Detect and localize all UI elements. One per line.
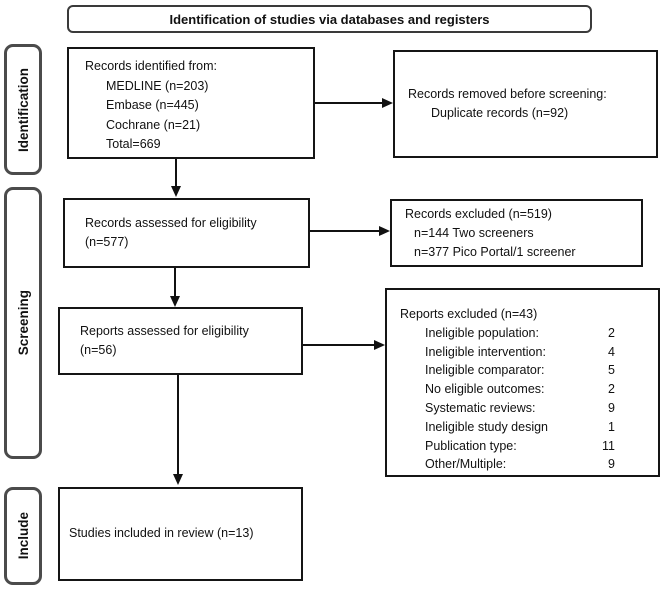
stage-include: Include [4, 487, 42, 585]
exclusion-reason-row: Ineligible population: 2 [425, 324, 615, 343]
records-identified-line: Total=669 [106, 137, 161, 151]
records-identified-line: Cochrane (n=21) [106, 117, 201, 132]
records-assessed-line: (n=577) [85, 235, 129, 249]
stage-screening-label: Screening [15, 290, 31, 356]
diagram-header: Identification of studies via databases … [67, 5, 592, 33]
records-removed-title: Records removed before screening: [408, 86, 607, 101]
box-records-identified: Records identified from: MEDLINE (n=203)… [67, 47, 315, 159]
box-records-removed: Records removed before screening: Duplic… [393, 50, 658, 158]
exclusion-reason-value: 5 [608, 363, 615, 378]
stage-identification-label: Identification [15, 67, 31, 152]
diagram-header-title: Identification of studies via databases … [169, 11, 490, 27]
records-identified-line: MEDLINE (n=203) [106, 78, 209, 93]
exclusion-reason-row: Ineligible comparator: 5 [425, 361, 615, 380]
exclusion-reason-value: 11 [602, 438, 615, 453]
reports-assessed-line: Reports assessed for eligibility [80, 323, 249, 338]
stage-identification: Identification [4, 44, 42, 175]
exclusion-reason-label: Ineligible population: [425, 325, 539, 340]
records-removed-line: Duplicate records (n=92) [431, 106, 569, 120]
exclusion-reason-label: Other/Multiple: [425, 457, 507, 472]
exclusion-reason-row: No eligible outcomes: 2 [425, 380, 615, 399]
exclusion-reason-label: Publication type: [425, 438, 517, 453]
records-excluded-line: n=144 Two screeners [414, 225, 534, 240]
exclusion-reason-row: Ineligible intervention: 4 [425, 343, 615, 362]
exclusion-reason-label: Systematic reviews: [425, 400, 536, 415]
reports-assessed-line: (n=56) [80, 343, 117, 357]
records-assessed-line: Records assessed for eligibility [85, 215, 257, 230]
box-reports-excluded: Reports excluded (n=43) Ineligible popul… [385, 288, 660, 477]
exclusion-reason-row: Publication type: 11 [425, 437, 615, 456]
exclusion-reason-value: 1 [608, 419, 615, 434]
records-identified-line: Embase (n=445) [106, 98, 199, 112]
exclusion-reason-value: 2 [608, 325, 615, 340]
box-studies-included: Studies included in review (n=13) [58, 487, 303, 581]
exclusion-reason-label: No eligible outcomes: [425, 382, 545, 397]
records-identified-title: Records identified from: [85, 59, 218, 73]
exclusion-reason-label: Ineligible comparator: [425, 363, 545, 378]
box-records-assessed: Records assessed for eligibility (n=577) [63, 198, 310, 268]
stage-include-label: Include [15, 512, 31, 560]
exclusion-reason-value: 4 [608, 344, 615, 359]
exclusion-reason-label: Ineligible study design [425, 419, 548, 434]
studies-included-line: Studies included in review (n=13) [69, 526, 254, 541]
records-excluded-title: Records excluded (n=519) [405, 206, 552, 221]
box-reports-assessed: Reports assessed for eligibility (n=56) [58, 307, 303, 375]
exclusion-reason-value: 9 [608, 400, 615, 415]
exclusion-reason-value: 9 [608, 457, 615, 472]
exclusion-reason-row: Systematic reviews: 9 [425, 399, 615, 418]
box-records-excluded: Records excluded (n=519) n=144 Two scree… [390, 199, 643, 267]
exclusion-reason-label: Ineligible intervention: [425, 344, 546, 359]
exclusion-reason-row: Other/Multiple: 9 [425, 455, 615, 474]
reports-excluded-title: Reports excluded (n=43) [400, 307, 538, 321]
exclusion-reason-row: Ineligible study design 1 [425, 418, 615, 437]
records-excluded-line: n=377 Pico Portal/1 screener [414, 244, 576, 259]
stage-screening: Screening [4, 187, 42, 459]
exclusion-reason-value: 2 [608, 382, 615, 397]
